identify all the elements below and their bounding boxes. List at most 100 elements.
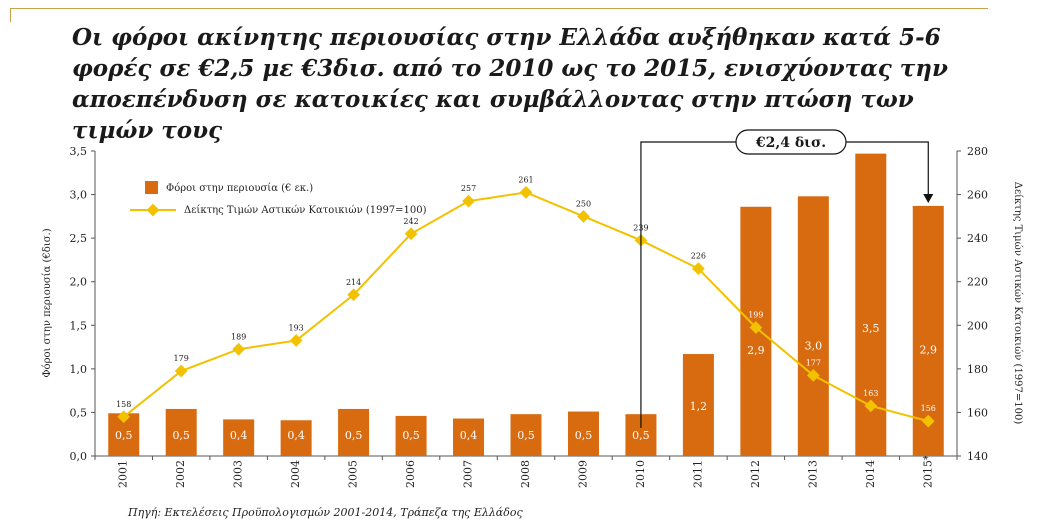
y-axis-label-right: Δείκτης Τιμών Αστικών Κατοικιών (1997=10… xyxy=(1012,182,1023,425)
price-index-line xyxy=(117,186,935,428)
frame-left-rule xyxy=(10,8,11,22)
line-point-label: 226 xyxy=(691,252,706,261)
bar-value-label: 2,9 xyxy=(747,344,765,357)
bar-value-label: 0,5 xyxy=(575,429,593,442)
bar-value-label: 0,5 xyxy=(402,429,420,442)
x-tick-label: 2002 xyxy=(174,460,187,488)
bar xyxy=(912,205,944,456)
x-tick-label: 2009 xyxy=(576,460,589,488)
callout-badge xyxy=(735,129,847,155)
line-point-label: 156 xyxy=(921,404,936,413)
bar xyxy=(223,419,255,456)
bar-value-label: 1,2 xyxy=(690,400,708,413)
bar-value-label: 0,4 xyxy=(287,429,305,442)
legend-swatch-bars xyxy=(145,181,158,194)
y-tick-label-right: 220 xyxy=(967,276,988,289)
bar xyxy=(797,196,829,457)
legend: Φόροι στην περιουσία (€ εκ.) Δείκτης Τιμώ… xyxy=(130,181,427,217)
x-tick-label: 2007 xyxy=(462,460,475,488)
legend-label-bars: Φόροι στην περιουσία (€ εκ.) xyxy=(166,183,313,194)
line-point-label: 257 xyxy=(461,184,476,193)
x-tick-label: 2015* xyxy=(921,454,934,488)
y-tick-label-right: 260 xyxy=(967,189,988,202)
price-index-point xyxy=(462,194,475,208)
y-tick-label-left: 1,5 xyxy=(70,319,88,332)
y-tick-label-right: 140 xyxy=(967,450,988,463)
price-index-point xyxy=(289,334,303,347)
axes: 0,0 0,5 1,0 1,5 2,0 2,5 3,0 3,5 140 160 180 200 220 2… xyxy=(42,145,1023,488)
bar xyxy=(510,414,542,456)
line-point-label: 242 xyxy=(403,217,418,226)
y-tick-label-left: 1,0 xyxy=(70,363,88,376)
y-tick-label-left: 0,0 xyxy=(70,450,88,463)
bar xyxy=(567,411,599,456)
legend-label-line: Δείκτης Τιμών Αστικών Κατοικιών (1997=10… xyxy=(184,205,427,216)
line-point-label: 189 xyxy=(231,332,246,341)
y-axis-label-left: Φόροι στην περιουσία (€δισ.) xyxy=(42,228,53,377)
bar-value-label: 0,5 xyxy=(517,429,535,442)
price-index-point xyxy=(404,227,418,241)
bar xyxy=(453,418,485,456)
line-point-label: 199 xyxy=(748,310,763,319)
line-point-label: 177 xyxy=(806,358,821,367)
price-index-point xyxy=(117,410,131,424)
y-tick-label-right: 280 xyxy=(967,145,988,158)
bar-value-label: 0,5 xyxy=(632,429,650,442)
legend-swatch-marker xyxy=(146,203,160,217)
bar xyxy=(280,420,312,456)
x-tick-label: 2011 xyxy=(691,460,704,488)
x-tick-label: 2012 xyxy=(749,460,762,488)
bar-value-label: 0,5 xyxy=(345,429,363,442)
callout-arrowhead xyxy=(923,194,934,203)
x-tick-label: 2004 xyxy=(289,460,302,488)
x-tick-label: 2014 xyxy=(864,460,877,488)
price-index-point xyxy=(232,342,246,356)
bar-value-label: 0,4 xyxy=(230,429,248,442)
y-tick-label-left: 2,5 xyxy=(70,232,88,245)
line-point-label: 261 xyxy=(518,175,533,184)
y-tick-label-left: 3,0 xyxy=(70,189,88,202)
frame-top-rule xyxy=(10,8,988,9)
line-point-label: 193 xyxy=(288,324,303,333)
bar-value-label: 0,5 xyxy=(172,429,190,442)
source-note: Πηγή: Εκτελέσεις Προϋπολογισμών 2001-201… xyxy=(128,506,523,519)
bars xyxy=(108,153,944,457)
line-point-label: 179 xyxy=(174,354,189,363)
callout-text: €2,4 δισ. xyxy=(755,135,826,151)
bar-value-label: 3,0 xyxy=(805,340,823,353)
x-tick-label: 2008 xyxy=(519,460,532,488)
bar-value-label: 2,9 xyxy=(920,343,938,356)
line-point-label: 158 xyxy=(116,400,131,409)
line-point-label: 250 xyxy=(576,199,591,208)
y-tick-label-left: 2,0 xyxy=(70,276,88,289)
bar-value-label: 0,5 xyxy=(115,429,133,442)
price-index-point xyxy=(577,209,590,223)
y-tick-label-left: 0,5 xyxy=(70,406,88,419)
y-tick-label-right: 200 xyxy=(967,319,988,332)
x-tick-label: 2013 xyxy=(806,460,819,488)
line-point-label: 163 xyxy=(863,389,878,398)
bar xyxy=(395,415,427,456)
x-tick-label: 2005 xyxy=(347,460,360,488)
y-tick-label-right: 160 xyxy=(967,406,988,419)
bar-value-label: 3,5 xyxy=(862,322,880,335)
x-tick-label: 2001 xyxy=(117,460,130,488)
x-tick-label: 2003 xyxy=(232,460,245,488)
line-point-label: 214 xyxy=(346,278,361,287)
chart-title: Οι φόροι ακίνητης περιουσίας στην Ελλάδα… xyxy=(72,24,948,144)
price-index-point xyxy=(174,364,188,378)
bar xyxy=(682,354,714,456)
y-tick-label-right: 180 xyxy=(967,363,988,376)
y-tick-label-right: 240 xyxy=(967,232,988,245)
bar-value-label: 0,4 xyxy=(460,429,478,442)
price-index-point xyxy=(519,186,533,199)
bar xyxy=(338,408,370,456)
data-labels: 0,5 0,5 0,4 0,4 0,5 0,5 0,4 0,5 0,5 0,5 1,2 2,9 3,0 3… xyxy=(115,175,937,442)
x-tick-label: 2006 xyxy=(404,460,417,488)
y-tick-label-left: 3,5 xyxy=(70,145,88,158)
callout: €2,4 δισ. xyxy=(640,129,934,428)
x-tick-label: 2010 xyxy=(634,460,647,488)
bar xyxy=(165,408,197,456)
price-index-point xyxy=(347,288,360,302)
